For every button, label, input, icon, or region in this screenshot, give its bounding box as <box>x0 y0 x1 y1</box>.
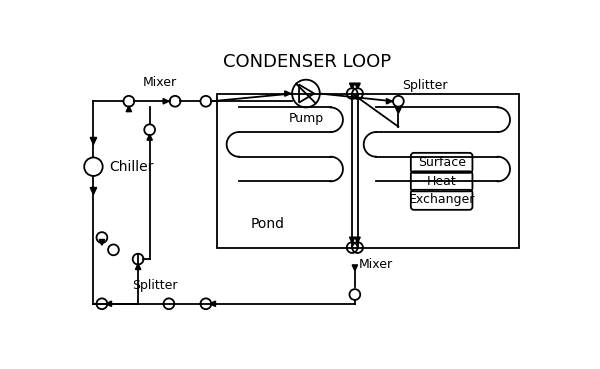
Text: Heat: Heat <box>427 175 457 188</box>
Text: Splitter: Splitter <box>132 279 178 292</box>
Polygon shape <box>349 237 355 243</box>
Polygon shape <box>355 237 360 243</box>
Text: Pump: Pump <box>289 112 323 125</box>
Polygon shape <box>147 134 152 140</box>
Polygon shape <box>210 301 215 307</box>
Polygon shape <box>90 137 97 144</box>
Bar <box>217 94 352 248</box>
Text: Exchanger: Exchanger <box>409 193 475 206</box>
Polygon shape <box>349 83 355 89</box>
Polygon shape <box>395 108 401 114</box>
Polygon shape <box>99 239 104 245</box>
Text: Surface: Surface <box>418 156 466 169</box>
Polygon shape <box>285 91 290 96</box>
Bar <box>358 94 519 248</box>
Text: Pond: Pond <box>250 217 284 231</box>
Text: Mixer: Mixer <box>143 76 177 89</box>
Polygon shape <box>136 264 141 269</box>
Polygon shape <box>352 265 358 270</box>
Polygon shape <box>90 187 97 194</box>
Polygon shape <box>126 106 131 112</box>
Polygon shape <box>106 301 112 307</box>
Text: Mixer: Mixer <box>359 258 393 271</box>
Polygon shape <box>163 99 169 104</box>
Text: Chiller: Chiller <box>109 160 153 174</box>
Polygon shape <box>386 99 392 104</box>
Polygon shape <box>355 83 360 89</box>
Text: CONDENSER LOOP: CONDENSER LOOP <box>223 53 392 71</box>
Text: Splitter: Splitter <box>402 79 448 92</box>
